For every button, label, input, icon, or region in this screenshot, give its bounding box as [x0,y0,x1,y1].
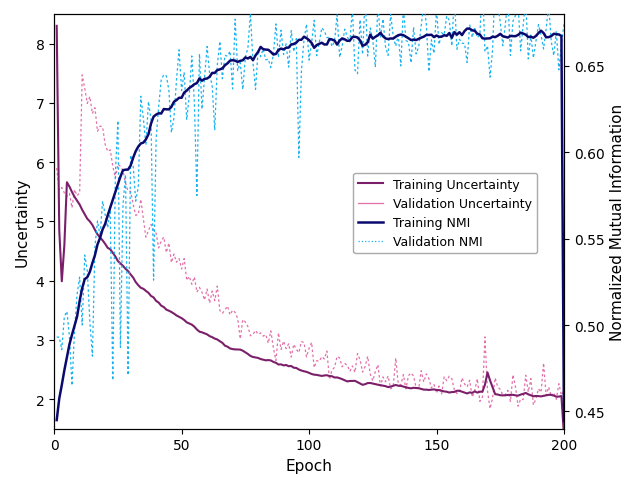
Validation Uncertainty [486,406,494,412]
Y-axis label: Uncertainty: Uncertainty [15,177,30,266]
Training NMI [83,275,91,281]
Validation Uncertainty [560,388,568,394]
Training Uncertainty [53,24,61,30]
Line: Training NMI: Training NMI [57,29,564,421]
Validation NMI [86,319,93,325]
Training Uncertainty [188,322,196,328]
Training NMI [537,29,545,35]
Validation Uncertainty [540,360,547,366]
X-axis label: Epoch: Epoch [285,458,333,473]
Training Uncertainty [83,216,91,222]
Line: Validation Uncertainty: Validation Uncertainty [57,76,564,409]
Training NMI [73,314,81,320]
Line: Training Uncertainty: Training Uncertainty [57,27,564,436]
Training Uncertainty [534,393,542,399]
Training Uncertainty [516,392,524,398]
Validation Uncertainty [78,73,86,79]
Validation NMI [68,383,76,388]
Validation NMI [540,47,547,53]
Validation Uncertainty [150,228,157,234]
Training Uncertainty [73,198,81,204]
Validation NMI [191,100,198,106]
Training NMI [463,26,471,32]
Validation NMI [522,0,529,3]
Training Uncertainty [147,293,155,299]
Training NMI [188,84,196,90]
Validation Uncertainty [73,193,81,199]
Training Uncertainty [560,433,568,439]
Validation NMI [76,275,83,281]
Validation Uncertainty [191,274,198,280]
Training NMI [560,418,568,424]
Line: Validation NMI: Validation NMI [57,0,564,386]
Validation NMI [150,278,157,284]
Legend: Training Uncertainty, Validation Uncertainty, Training NMI, Validation NMI: Training Uncertainty, Validation Uncerta… [353,173,538,254]
Training NMI [147,122,155,127]
Y-axis label: Normalized Mutual Information: Normalized Mutual Information [610,103,625,340]
Validation Uncertainty [522,372,529,378]
Validation Uncertainty [86,95,93,101]
Training NMI [53,417,61,423]
Validation NMI [53,334,61,340]
Validation NMI [560,21,568,27]
Training NMI [519,32,527,38]
Validation Uncertainty [53,166,61,172]
